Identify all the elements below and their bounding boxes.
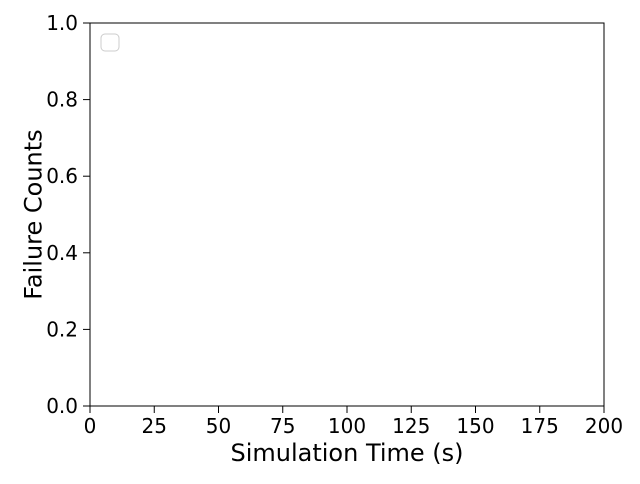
x-axis-label: Simulation Time (s) bbox=[230, 439, 463, 467]
x-tick-label: 0 bbox=[84, 414, 97, 438]
y-tick-label: 1.0 bbox=[46, 11, 78, 35]
x-tick-label: 75 bbox=[270, 414, 295, 438]
x-tick-label: 175 bbox=[521, 414, 559, 438]
y-tick-label: 0.0 bbox=[46, 394, 78, 418]
x-tick-label: 150 bbox=[456, 414, 494, 438]
y-tick-label: 0.2 bbox=[46, 317, 78, 341]
y-axis: 0.0 0.2 0.4 0.6 0.8 1.0 bbox=[46, 11, 90, 418]
y-tick-label: 0.6 bbox=[46, 164, 78, 188]
y-tick-label: 0.4 bbox=[46, 241, 78, 265]
x-tick-label: 125 bbox=[392, 414, 430, 438]
x-tick-label: 50 bbox=[206, 414, 231, 438]
x-axis: 0 25 50 75 100 125 150 175 200 bbox=[84, 406, 623, 438]
legend-box bbox=[100, 33, 120, 52]
y-axis-label: Failure Counts bbox=[19, 129, 47, 299]
y-tick-label: 0.8 bbox=[46, 88, 78, 112]
x-tick-label: 25 bbox=[142, 414, 167, 438]
x-tick-label: 100 bbox=[328, 414, 366, 438]
x-tick-label: 200 bbox=[585, 414, 623, 438]
legend bbox=[100, 33, 120, 52]
